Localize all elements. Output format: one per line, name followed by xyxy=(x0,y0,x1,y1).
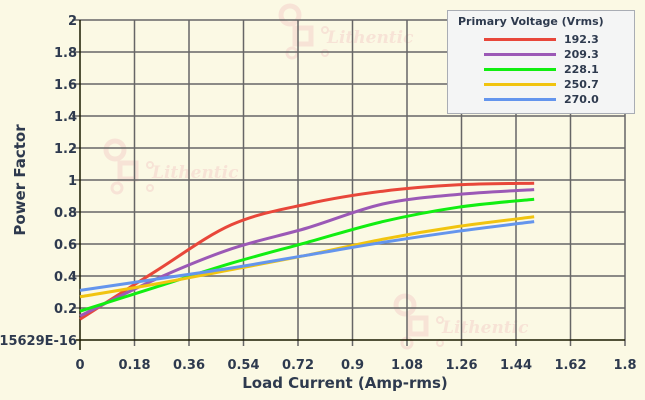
x-axis-title: Load Current (Amp-rms) xyxy=(242,374,448,392)
x-tick-label: 1.8 xyxy=(613,358,636,373)
x-tick-label: 0.72 xyxy=(282,358,314,373)
axes: 0 0.18 0.36 0.54 0.72 0.9 1.08 1.26 1.44 1.62 1.81… xyxy=(0,14,637,373)
y-tick-label: 1.4 xyxy=(54,110,77,125)
y-tick-label: 0.4 xyxy=(54,270,77,285)
watermark-logo: Lithentic xyxy=(393,293,529,350)
legend-item: 250.7 xyxy=(484,78,634,92)
watermark-text: Lithentic xyxy=(151,163,239,183)
legend-label: 209.3 xyxy=(564,48,599,61)
y-tick-label: 2 xyxy=(68,14,77,29)
series-lines xyxy=(79,181,535,321)
legend-label: 228.1 xyxy=(564,63,599,76)
y-tick-label: 1.6 xyxy=(54,78,77,93)
y-axis-title: Power Factor xyxy=(11,124,29,236)
legend-swatch xyxy=(484,53,556,56)
x-tick-label: 1.44 xyxy=(500,358,532,373)
x-tick-label: 0.9 xyxy=(341,358,364,373)
legend-item: 228.1 xyxy=(484,63,634,77)
x-tick-label: 0.18 xyxy=(118,358,150,373)
legend-swatch xyxy=(484,83,556,86)
x-tick-label: 0 xyxy=(75,358,84,373)
legend-swatch xyxy=(484,38,556,41)
legend-item: 270.0 xyxy=(484,93,634,107)
watermarks: Lithentic Lithentic Lithentic xyxy=(103,3,529,350)
y-tick-label: 0.8 xyxy=(54,206,77,221)
x-tick-label: 1.26 xyxy=(445,358,477,373)
watermark-text: Lithentic xyxy=(326,28,414,48)
legend-label: 250.7 xyxy=(564,78,599,91)
legend-swatch xyxy=(484,98,556,101)
y-tick-label: 0.6 xyxy=(54,238,77,253)
watermark-text: Lithentic xyxy=(441,318,529,338)
y-tick-label: 15629E-16 xyxy=(0,334,77,349)
y-tick-label: 1.8 xyxy=(54,46,77,61)
legend-item: 209.3 xyxy=(484,48,634,62)
series-line-192.3 xyxy=(79,181,535,321)
y-tick-label: 0.2 xyxy=(54,302,77,317)
x-tick-label: 1.62 xyxy=(554,358,586,373)
legend-swatch xyxy=(484,68,556,71)
legend-title: Primary Voltage (Vrms) xyxy=(458,15,604,28)
x-tick-label: 1.08 xyxy=(391,358,423,373)
series-line-228.1 xyxy=(79,197,535,313)
watermark-logo: Lithentic xyxy=(278,3,414,60)
watermark-logo: Lithentic xyxy=(103,138,239,195)
legend-label: 192.3 xyxy=(564,33,599,46)
y-tick-label: 1.2 xyxy=(54,142,77,157)
x-tick-label: 0.54 xyxy=(227,358,259,373)
series-line-270.0 xyxy=(79,220,535,292)
legend-item: 192.3 xyxy=(484,33,634,47)
legend: Primary Voltage (Vrms) 192.3 209.3 228.1 25… xyxy=(447,10,635,114)
series-line-209.3 xyxy=(79,188,535,318)
y-tick-label: 1 xyxy=(68,174,77,189)
legend-label: 270.0 xyxy=(564,93,599,106)
x-tick-label: 0.36 xyxy=(173,358,205,373)
